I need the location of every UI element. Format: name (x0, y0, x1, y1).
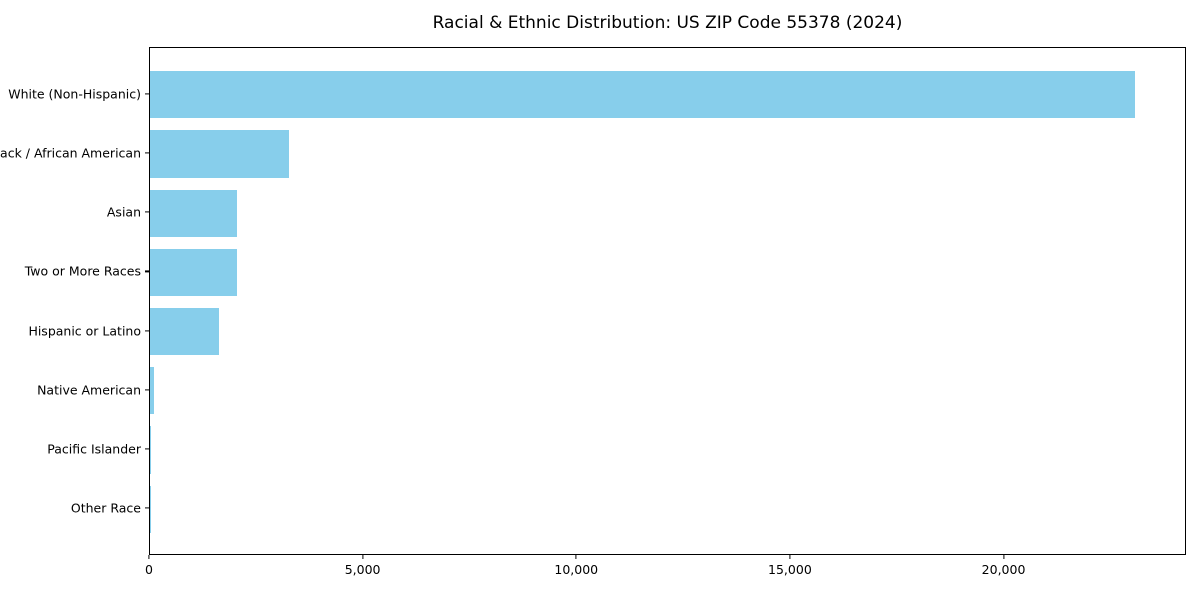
y-axis-label: Two or More Races (24, 263, 141, 279)
bars-layer (150, 48, 1185, 554)
chart-title: Racial & Ethnic Distribution: US ZIP Cod… (432, 13, 903, 33)
x-tick-label: 10,000 (554, 562, 599, 577)
plot-area (149, 47, 1186, 555)
y-axis-label: Native American (37, 382, 141, 398)
bar (150, 367, 155, 415)
x-tick (1002, 555, 1005, 559)
x-tick-label: 20,000 (981, 562, 1026, 577)
y-axis-labels: White (Non-Hispanic) Black / African Amer… (0, 47, 141, 555)
bar (150, 307, 220, 356)
bar (150, 248, 237, 297)
y-axis-label: Other Race (70, 500, 141, 516)
y-axis-label: Asian (106, 204, 141, 220)
x-tick (148, 555, 150, 559)
x-axis: 0 5,000 10,000 15,000 20,000 (145, 555, 1186, 585)
y-axis-ticks (145, 47, 149, 555)
x-tick-label: 5,000 (344, 562, 381, 577)
x-tick (362, 555, 364, 559)
bar (150, 189, 237, 237)
y-tick (145, 270, 149, 272)
y-axis-label: Black / African American (0, 145, 141, 161)
x-tick-label: 15,000 (768, 562, 812, 577)
y-tick (145, 330, 149, 332)
y-tick (145, 448, 149, 450)
y-tick (145, 93, 149, 95)
y-tick (145, 152, 149, 154)
y-tick (145, 507, 149, 509)
y-axis-label: White (Non-Hispanic) (8, 86, 141, 102)
x-tick (575, 555, 577, 559)
y-axis-label: Pacific Islander (47, 441, 141, 457)
y-axis-label: Hispanic or Latino (28, 323, 141, 339)
bar (150, 71, 1136, 119)
bar (150, 426, 151, 474)
x-tick (789, 555, 791, 559)
x-tick-label: 0 (145, 562, 153, 577)
bar (150, 130, 290, 178)
y-tick (145, 389, 149, 391)
y-tick (145, 211, 149, 213)
